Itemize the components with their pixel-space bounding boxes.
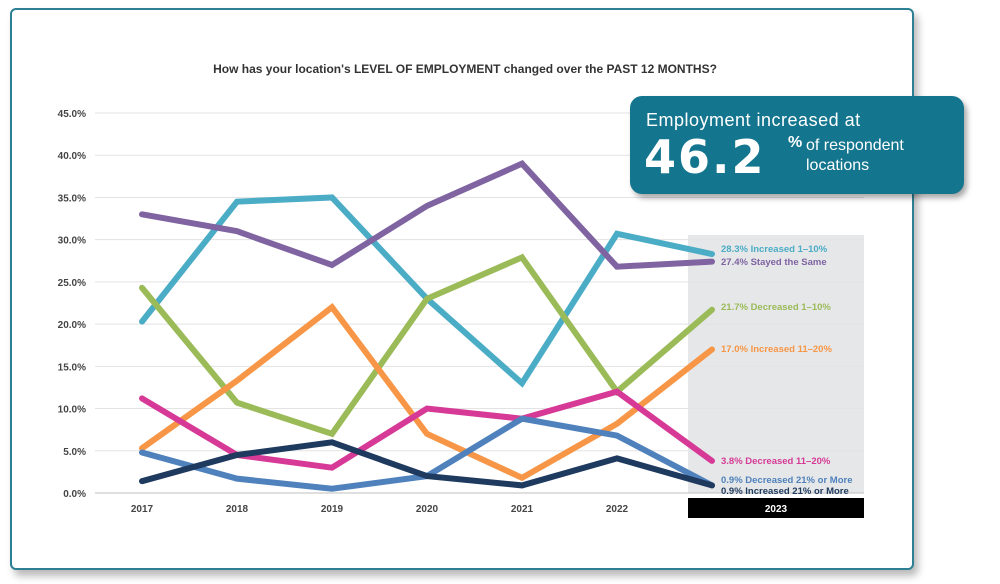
y-tick-label: 35.0% bbox=[58, 193, 86, 204]
callout-line2b: locations bbox=[806, 157, 870, 174]
x-tick-label: 2017 bbox=[131, 504, 154, 515]
end-labels: 28.3% Increased 1–10% 27.4% Stayed the Sa… bbox=[721, 244, 852, 497]
y-tick-label: 15.0% bbox=[58, 362, 86, 373]
series-end-label: 3.8% Decreased 11–20% bbox=[721, 456, 831, 467]
series-end-label: 0.9% Increased 21% or More bbox=[721, 486, 849, 497]
x-axis-ticks: 2017 2018 2019 2020 2021 2022 2023 bbox=[131, 504, 788, 515]
series-end-label: 21.7% Decreased 1–10% bbox=[721, 302, 831, 313]
x-tick-label: 2021 bbox=[511, 504, 534, 515]
x-tick-label: 2020 bbox=[416, 504, 439, 515]
series-end-label: 28.3% Increased 1–10% bbox=[721, 244, 828, 255]
y-axis-ticks: 0.0% 5.0% 10.0% 15.0% 20.0% 25.0% 30.0% 35.0% 40… bbox=[58, 109, 86, 500]
chart-title: How has your location's LEVEL OF EMPLOYM… bbox=[213, 62, 717, 76]
series-line bbox=[139, 194, 715, 388]
callout-line2a: of respondent bbox=[806, 137, 904, 154]
series-line bbox=[139, 302, 715, 482]
series-lines bbox=[139, 160, 715, 492]
y-tick-label: 5.0% bbox=[63, 447, 86, 458]
series-end-label: 27.4% Stayed the Same bbox=[721, 257, 827, 268]
y-tick-label: 30.0% bbox=[58, 236, 86, 247]
series-end-label: 17.0% Increased 11–20% bbox=[721, 344, 832, 355]
x-tick-label: 2019 bbox=[321, 504, 344, 515]
series-line bbox=[139, 160, 715, 270]
series-end-label: 0.9% Decreased 21% or More bbox=[721, 475, 852, 486]
x-tick-label: 2018 bbox=[226, 504, 249, 515]
highlight-band-2023 bbox=[688, 235, 864, 493]
y-tick-label: 45.0% bbox=[58, 109, 86, 120]
y-tick-label: 0.0% bbox=[63, 489, 86, 500]
y-tick-label: 40.0% bbox=[58, 151, 86, 162]
callout-value: 46.2 bbox=[644, 130, 766, 184]
x-tick-label: 2023 bbox=[765, 504, 788, 515]
callout-line1: Employment increased at bbox=[646, 110, 861, 130]
callout-box: Employment increased at 46.2 % of respon… bbox=[630, 96, 964, 194]
series-line bbox=[139, 439, 715, 489]
callout-line2: of respondent locations bbox=[806, 136, 904, 176]
y-tick-label: 10.0% bbox=[58, 405, 86, 416]
x-tick-label: 2022 bbox=[606, 504, 629, 515]
highlight-bar-2023 bbox=[688, 498, 864, 518]
callout-percent: % bbox=[788, 134, 803, 151]
gridlines bbox=[95, 112, 864, 494]
y-tick-label: 20.0% bbox=[58, 320, 86, 331]
y-tick-label: 25.0% bbox=[58, 278, 86, 289]
